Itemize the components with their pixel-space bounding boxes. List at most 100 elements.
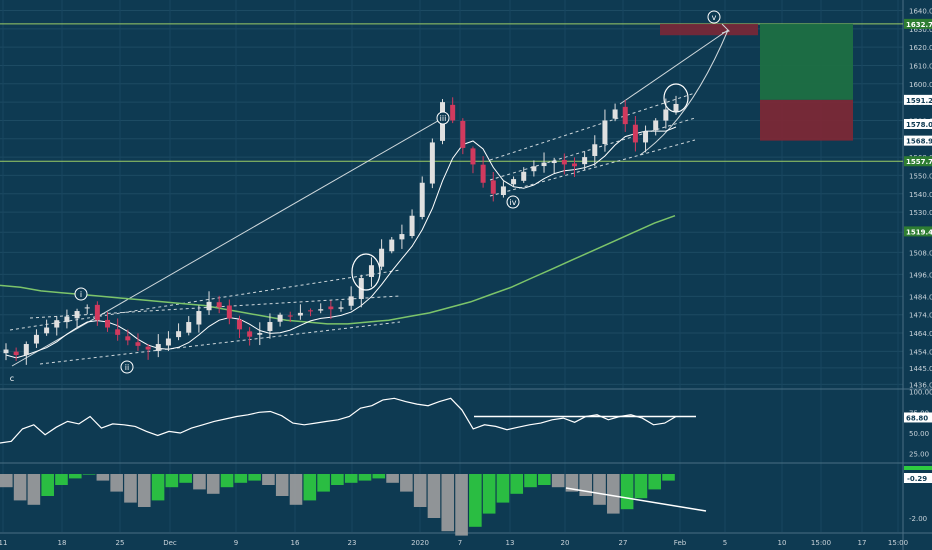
candle xyxy=(196,305,202,333)
x-tick-label: 25 xyxy=(116,539,125,547)
histogram-bar xyxy=(289,474,303,505)
candle-body xyxy=(571,163,577,167)
price-tag-text: 1632.70 xyxy=(906,21,932,29)
candle-body xyxy=(389,239,395,252)
candle xyxy=(145,344,151,360)
candle-body xyxy=(450,104,456,121)
candle xyxy=(308,308,314,317)
histogram-bar xyxy=(317,474,330,492)
candle-body xyxy=(480,164,486,183)
candle xyxy=(3,343,9,361)
candle-body xyxy=(663,109,669,121)
candle-body xyxy=(643,131,649,143)
candle xyxy=(226,299,232,325)
wave-label-text: c xyxy=(10,374,14,383)
histogram-bar xyxy=(137,474,151,507)
candle xyxy=(551,157,557,174)
wave-label-circle xyxy=(120,360,134,374)
candle-body xyxy=(318,309,324,311)
x-tick-label: 17 xyxy=(858,539,867,547)
candle-body xyxy=(64,316,70,323)
histogram-bar xyxy=(648,474,662,490)
candle-body xyxy=(511,179,517,185)
candle xyxy=(236,315,242,338)
candle xyxy=(74,308,80,329)
histogram-bar xyxy=(275,474,289,496)
candle-body xyxy=(186,322,192,333)
hist-tick-label: -2.00 xyxy=(909,515,927,523)
price-tag-bg xyxy=(904,135,932,146)
trend-line xyxy=(619,29,729,105)
candle-body xyxy=(105,319,111,328)
candle-body xyxy=(338,307,344,309)
candle-body xyxy=(419,182,425,217)
wave-label-circle xyxy=(74,287,88,301)
candle xyxy=(521,167,527,183)
y-tick-label: 1550.00 xyxy=(909,172,932,180)
histogram-bar xyxy=(441,474,455,532)
target-zone-box xyxy=(760,23,853,100)
osc-tick-label: 50.00 xyxy=(909,430,929,438)
candle-body xyxy=(582,157,588,165)
candle-body xyxy=(460,120,466,148)
histogram-bar xyxy=(455,474,468,536)
candle xyxy=(84,304,90,315)
y-tick-label: 1540.00 xyxy=(909,191,932,199)
x-tick-label: 16 xyxy=(291,539,300,547)
candle-body xyxy=(267,322,273,332)
x-tick-label: Feb xyxy=(674,539,687,547)
price-tag: 1632.70 xyxy=(904,18,932,29)
candle-body xyxy=(429,142,435,184)
candle xyxy=(338,301,344,312)
wave-label: ii xyxy=(120,360,134,374)
x-tick-label: 13 xyxy=(506,539,515,547)
price-tag-text: 1591.23 xyxy=(906,97,932,105)
candle-body xyxy=(308,310,314,312)
histogram-bar xyxy=(165,474,179,488)
wave-label: i xyxy=(74,287,88,301)
moving-average-long xyxy=(0,214,676,325)
histogram-value-bg xyxy=(904,466,932,470)
x-tick-label: 11 xyxy=(0,539,7,547)
candle-body xyxy=(368,265,374,277)
y-tick-label: 1436.00 xyxy=(909,381,932,389)
wave-label-text: v xyxy=(712,13,717,22)
oscillator-value-tag-text: 68.80 xyxy=(906,414,928,422)
y-tick-label: 1454.00 xyxy=(909,348,932,356)
price-tag-bg xyxy=(904,94,932,105)
projection-curve xyxy=(639,29,729,156)
candle-body xyxy=(521,171,527,181)
candle xyxy=(612,103,618,122)
candle xyxy=(105,311,111,332)
candle-body xyxy=(561,159,567,165)
oscillator-value-tag-bg xyxy=(904,412,932,423)
candle-body xyxy=(115,329,121,335)
candle-body xyxy=(145,346,151,350)
candle xyxy=(135,333,141,351)
candle xyxy=(13,347,19,361)
histogram-bar xyxy=(96,474,110,481)
candle-body xyxy=(54,320,60,328)
histogram-bar xyxy=(82,474,96,475)
wave-label-text: ii xyxy=(125,363,129,372)
candle xyxy=(33,329,39,348)
candle xyxy=(368,257,374,287)
candle-body xyxy=(287,315,293,317)
candle-body xyxy=(551,160,557,164)
wave-label-text: iv xyxy=(510,198,517,207)
histogram-bar xyxy=(248,474,261,481)
y-tick-label: 1464.00 xyxy=(909,330,932,338)
divergence-line xyxy=(565,487,707,512)
histogram-bar xyxy=(510,474,524,494)
x-tick-label: 7 xyxy=(458,539,462,547)
histogram-bar xyxy=(344,474,358,483)
candle xyxy=(64,309,70,329)
candle-body xyxy=(622,106,628,125)
histogram-bar xyxy=(524,474,537,488)
wave-label: v xyxy=(707,10,721,24)
candle xyxy=(399,224,405,249)
candle xyxy=(389,236,395,254)
candle-body xyxy=(541,162,547,167)
candle xyxy=(531,160,537,177)
